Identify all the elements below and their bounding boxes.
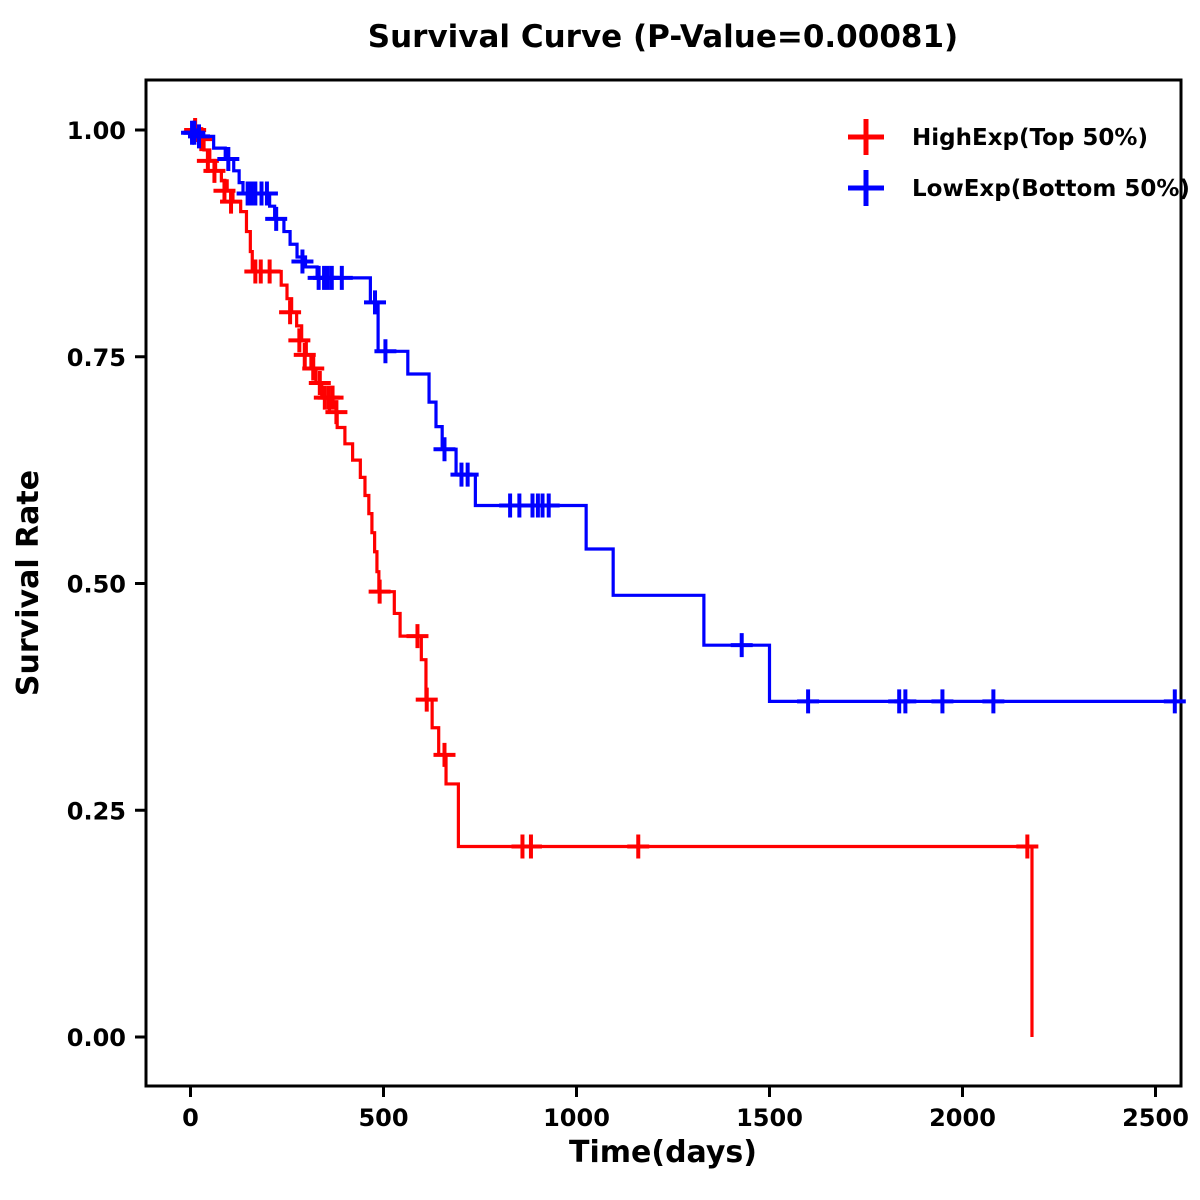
lowexp-censor-mark xyxy=(1163,689,1186,714)
highexp-censor-mark xyxy=(279,300,302,325)
lowexp-censor-mark xyxy=(217,147,240,172)
legend-label-lowexp: LowExp(Bottom 50%) xyxy=(912,176,1190,202)
plot-border xyxy=(144,78,1183,1088)
y-tick-label: 0.25 xyxy=(67,797,126,825)
highexp-censor-mark xyxy=(220,189,243,214)
lowexp-censor-mark xyxy=(265,206,288,231)
highexp-censor-mark xyxy=(415,687,438,712)
lowexp-censor-mark xyxy=(187,124,210,149)
axis-ticks: 0 500 1000 1500 2000 2500 0.00 0.25 0.50 0.75 1.00 xyxy=(67,117,1189,1132)
lowexp-censor-mark xyxy=(364,290,387,315)
lowexp-censor-mark xyxy=(456,462,479,487)
x-tick-label: 1500 xyxy=(736,1104,803,1132)
chart-title: Survival Curve (P-Value=0.00081) xyxy=(368,19,958,55)
lowexp-censor-mark xyxy=(255,181,278,206)
x-tick-label: 1000 xyxy=(543,1104,610,1132)
lowexp-censor-mark xyxy=(931,689,954,714)
highexp-censor-mark xyxy=(368,579,391,604)
x-tick-label: 2000 xyxy=(929,1104,996,1132)
lowexp-censor-mark xyxy=(374,339,397,364)
legend-marker-highexp xyxy=(848,119,884,155)
highexp-censor-mark xyxy=(325,400,348,425)
highexp-censor-mark xyxy=(321,385,344,410)
y-tick-label: 0.75 xyxy=(67,344,126,372)
legend-marker-lowexp xyxy=(848,170,884,206)
lowexp-censor-mark xyxy=(433,437,456,462)
highexp-censor-mark xyxy=(308,371,331,396)
highexp-censor-mark xyxy=(1016,834,1039,859)
highexp-censor-mark xyxy=(433,742,456,767)
lowexp-censor-mark xyxy=(537,493,560,518)
highexp-censor-mark xyxy=(258,259,281,284)
highexp-censor-mark xyxy=(288,328,311,353)
legend-label-highexp: HighExp(Top 50%) xyxy=(912,125,1148,151)
x-tick-label: 500 xyxy=(358,1104,408,1132)
lowexp-censor-mark xyxy=(982,689,1005,714)
lowexp-censor-mark xyxy=(730,633,753,658)
y-tick-label: 0.00 xyxy=(67,1024,126,1052)
highexp-censor-mark xyxy=(302,356,325,381)
highexp-censor-mark xyxy=(519,834,542,859)
highexp-censor-mark xyxy=(293,342,316,367)
lowexp-censor-mark xyxy=(894,689,917,714)
x-tick-label: 2500 xyxy=(1122,1104,1189,1132)
y-tick-label: 0.50 xyxy=(67,571,126,599)
legend: HighExp(Top 50%) LowExp(Bottom 50%) xyxy=(848,119,1190,206)
lowexp-censor-mark xyxy=(797,689,820,714)
survival-curves xyxy=(181,118,1186,1037)
x-tick-label: 0 xyxy=(182,1104,199,1132)
x-axis-label: Time(days) xyxy=(569,1135,757,1170)
highexp-censor-mark xyxy=(203,158,226,183)
lowexp-censor-mark xyxy=(183,120,206,145)
y-tick-label: 1.00 xyxy=(67,117,126,145)
lowexp-censor-mark xyxy=(330,265,353,290)
lowexp-censor-mark xyxy=(291,249,314,274)
y-axis-label: Survival Rate xyxy=(11,470,46,696)
highexp-censor-mark xyxy=(627,834,650,859)
highexp-censor-mark xyxy=(406,624,429,649)
